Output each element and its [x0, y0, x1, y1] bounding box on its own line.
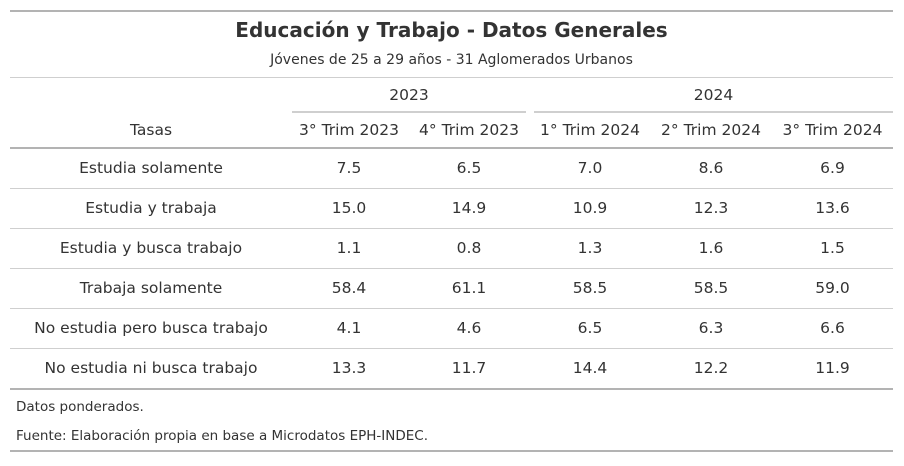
table-cell: 8.6 — [698, 159, 724, 177]
table-cell: 1.3 — [577, 239, 603, 257]
top-rule — [10, 10, 893, 12]
table-cell: 1.5 — [820, 239, 845, 257]
header-bottom-rule — [10, 147, 893, 149]
note-weighted: Datos ponderados. — [16, 399, 144, 415]
row-header-label: Tasas — [129, 121, 173, 139]
table-cell: 6.5 — [456, 159, 482, 177]
row-label: Estudia y trabaja — [85, 199, 217, 217]
table-cell: 10.9 — [572, 199, 608, 217]
row-label: No estudia ni busca trabajo — [44, 359, 258, 377]
table-title: Educación y Trabajo - Datos Generales — [235, 18, 668, 42]
row-divider — [10, 188, 893, 189]
column-header: 4° Trim 2023 — [419, 121, 519, 139]
row-divider — [10, 228, 893, 229]
row-label: Estudia y busca trabajo — [59, 239, 243, 257]
table-cell: 61.1 — [451, 279, 487, 297]
column-header: 1° Trim 2024 — [540, 121, 640, 139]
row-label: Estudia solamente — [79, 159, 223, 177]
table-cell: 13.6 — [815, 199, 850, 217]
group-line-2023 — [292, 111, 526, 113]
bottom-rule — [10, 450, 893, 452]
row-label: No estudia pero busca trabajo — [34, 319, 268, 337]
table-cell: 14.9 — [451, 199, 487, 217]
table-cell: 4.6 — [456, 319, 482, 337]
table-cell: 1.6 — [698, 239, 724, 257]
table-subtitle: Jóvenes de 25 a 29 años - 31 Aglomerados… — [270, 52, 633, 68]
table-cell: 6.9 — [820, 159, 845, 177]
header-top-rule — [10, 77, 893, 78]
body-bottom-rule — [10, 388, 893, 390]
table-cell: 7.5 — [336, 159, 362, 177]
table-figure: Educación y Trabajo - Datos Generales Jó… — [10, 10, 893, 452]
table-cell: 14.4 — [572, 359, 608, 377]
table-cell: 7.0 — [577, 159, 603, 177]
table-cell: 4.1 — [336, 319, 362, 337]
table-cell: 11.7 — [451, 359, 487, 377]
column-header: 3° Trim 2023 — [299, 121, 399, 139]
table-cell: 15.0 — [331, 199, 367, 217]
table-cell: 1.1 — [336, 239, 362, 257]
table-cell: 58.5 — [693, 279, 729, 297]
table-cell: 6.6 — [820, 319, 845, 337]
table-cell: 59.0 — [815, 279, 850, 297]
row-divider — [10, 308, 893, 309]
table-cell: 12.3 — [693, 199, 729, 217]
column-header: 3° Trim 2024 — [782, 121, 883, 139]
table-cell: 13.3 — [331, 359, 367, 377]
row-divider — [10, 268, 893, 269]
table-cell: 11.9 — [815, 359, 850, 377]
row-label: Trabaja solamente — [79, 279, 223, 297]
group-line-2024 — [534, 111, 893, 113]
table-cell: 58.5 — [572, 279, 608, 297]
column-header: 2° Trim 2024 — [661, 121, 761, 139]
table-cell: 0.8 — [456, 239, 482, 257]
group-label-2023: 2023 — [389, 86, 429, 104]
row-divider — [10, 348, 893, 349]
table-cell: 6.5 — [577, 319, 603, 337]
table-cell: 6.3 — [698, 319, 724, 337]
table-cell: 12.2 — [693, 359, 729, 377]
note-source: Fuente: Elaboración propia en base a Mic… — [16, 428, 428, 444]
group-label-2024: 2024 — [693, 86, 734, 104]
table-cell: 58.4 — [331, 279, 367, 297]
